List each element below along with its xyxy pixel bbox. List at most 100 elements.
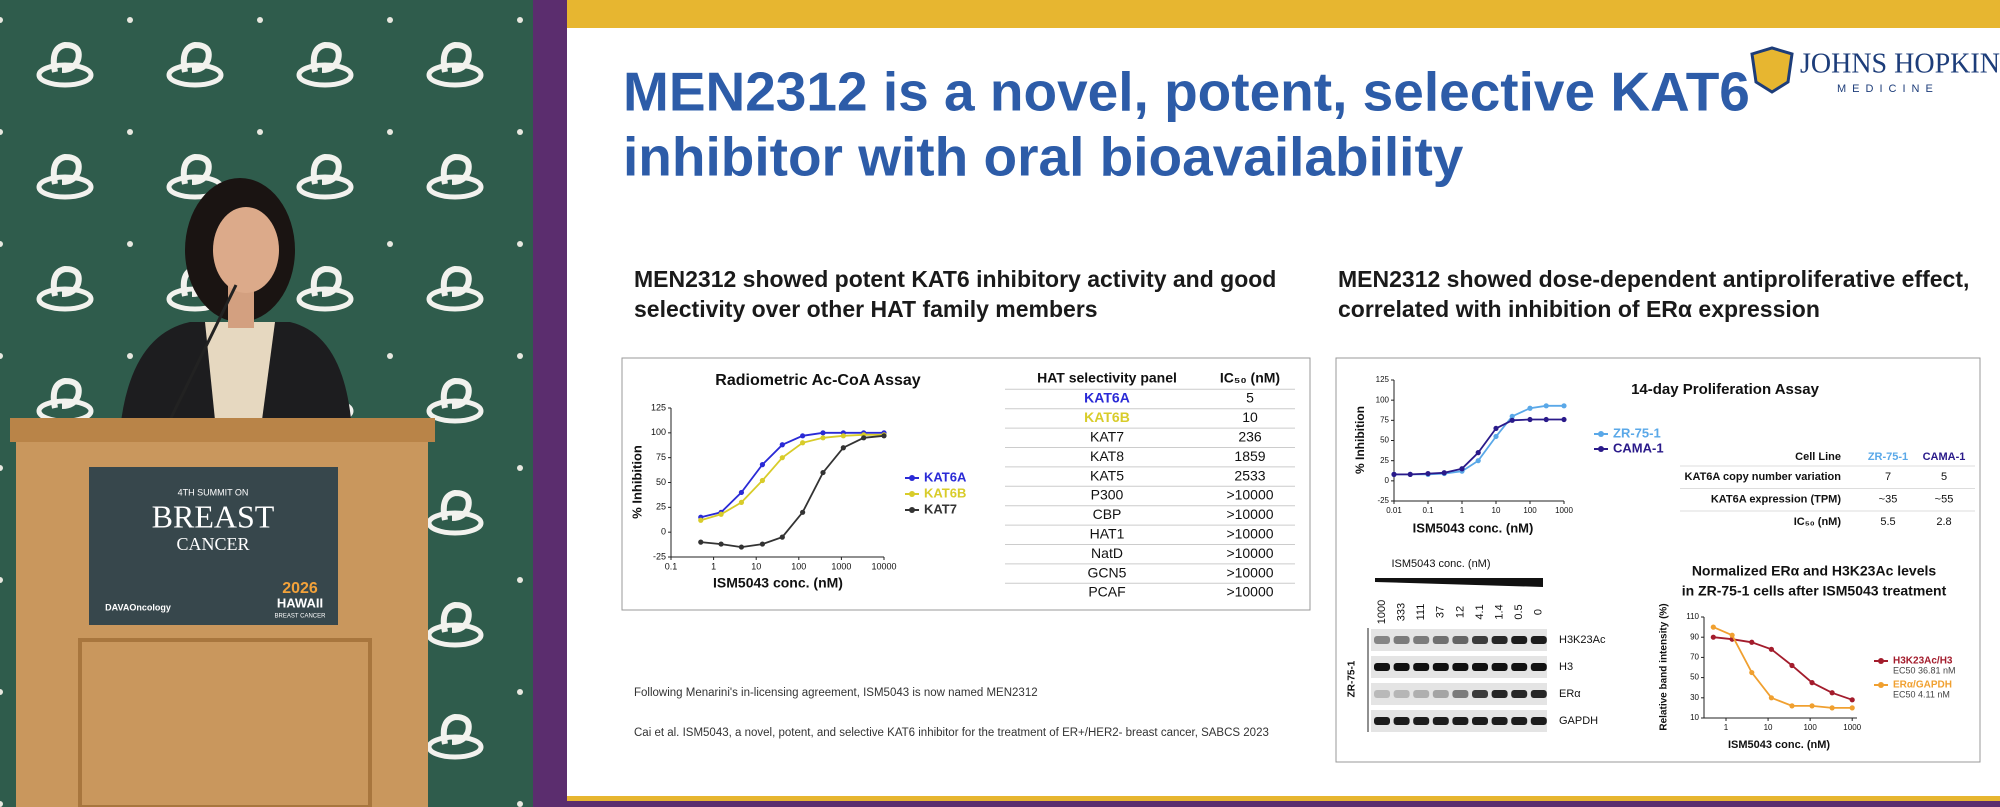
data-point bbox=[1829, 690, 1835, 696]
table-header: CAMA-1 bbox=[1923, 451, 1966, 463]
table-cell: >10000 bbox=[1226, 506, 1273, 522]
podium-top bbox=[10, 418, 435, 442]
table-header: HAT selectivity panel bbox=[1037, 370, 1177, 386]
data-point bbox=[1849, 705, 1855, 711]
x-tick-label: 10 bbox=[1492, 506, 1501, 515]
y-tick-label: 125 bbox=[651, 402, 666, 412]
blot-band bbox=[1432, 717, 1449, 725]
blot-band bbox=[1452, 690, 1469, 698]
data-point bbox=[881, 433, 887, 439]
data-point bbox=[1509, 413, 1515, 419]
y-tick-label: 25 bbox=[656, 502, 666, 512]
legend-marker bbox=[909, 475, 915, 481]
data-point bbox=[759, 541, 766, 547]
blot-band bbox=[1413, 717, 1430, 725]
y-tick-label: 50 bbox=[1690, 673, 1699, 682]
series-line bbox=[700, 431, 884, 519]
data-point bbox=[1768, 695, 1774, 701]
data-point bbox=[759, 462, 766, 468]
data-point bbox=[1749, 639, 1755, 645]
section-heading: correlated with inhibition of ERα expres… bbox=[1338, 296, 1820, 322]
x-axis-label: ISM5043 conc. (nM) bbox=[1413, 520, 1534, 535]
table-cell: P300 bbox=[1091, 487, 1124, 503]
table-cell: KAT7 bbox=[1090, 429, 1124, 445]
x-tick-label: 100 bbox=[1523, 506, 1537, 515]
blot-band bbox=[1452, 717, 1469, 725]
x-axis-label: ISM5043 conc. (nM) bbox=[1728, 739, 1830, 751]
legend-note: EC50 4.11 nM bbox=[1893, 689, 1950, 699]
table-cell: 10 bbox=[1242, 409, 1258, 425]
logo-sub: MEDICINE bbox=[1837, 83, 1939, 95]
data-point bbox=[1829, 705, 1835, 711]
table-cell: ~55 bbox=[1935, 493, 1954, 505]
data-point bbox=[1543, 416, 1549, 423]
table-cell: 2.8 bbox=[1936, 516, 1951, 528]
blot-band bbox=[1374, 663, 1390, 671]
legend-marker bbox=[1598, 446, 1604, 452]
blot-band bbox=[1530, 717, 1547, 725]
table-cell: >10000 bbox=[1226, 526, 1273, 542]
table-cell: >10000 bbox=[1226, 584, 1273, 600]
data-point bbox=[800, 509, 806, 515]
legend-label: ZR-75-1 bbox=[1613, 425, 1661, 440]
data-point bbox=[1710, 624, 1716, 630]
face bbox=[213, 207, 279, 293]
table-cell: 5 bbox=[1246, 390, 1254, 406]
data-point bbox=[1543, 403, 1549, 409]
legend-label: KAT7 bbox=[924, 501, 957, 516]
lane-label: 0 bbox=[1533, 609, 1545, 615]
logo-shield bbox=[1750, 46, 1794, 94]
data-point bbox=[1493, 433, 1499, 440]
table-cell: ~35 bbox=[1879, 493, 1898, 505]
chart-title: Normalized ERα and H3K23Ac levels bbox=[1692, 563, 1937, 579]
x-tick-label: 0.01 bbox=[1386, 506, 1402, 515]
data-point bbox=[1391, 471, 1397, 477]
lane-label: 111 bbox=[1415, 604, 1427, 621]
cell-line-label: ZR-75-1 bbox=[1347, 660, 1358, 697]
data-point bbox=[1768, 646, 1774, 652]
table-cell: 236 bbox=[1238, 429, 1262, 445]
y-axis-label: % Inhibition bbox=[1353, 406, 1367, 474]
table-cell: IC₅₀ (nM) bbox=[1794, 516, 1842, 528]
x-tick-label: 0.1 bbox=[665, 561, 678, 571]
data-point bbox=[820, 430, 826, 436]
table-cell: >10000 bbox=[1226, 545, 1273, 561]
panel-frame bbox=[1335, 357, 1981, 763]
data-point bbox=[1710, 634, 1716, 640]
table-cell: CBP bbox=[1093, 506, 1122, 522]
table-cell: >10000 bbox=[1226, 487, 1273, 503]
y-tick-label: 100 bbox=[1376, 395, 1390, 404]
data-point bbox=[1849, 697, 1855, 703]
video: 4TH SUMMIT ON BREAST CANCER DAVAOncology… bbox=[0, 0, 533, 807]
sign-text: BREAST bbox=[152, 498, 275, 534]
blot-band bbox=[1511, 636, 1528, 644]
band-label: GAPDH bbox=[1559, 715, 1598, 727]
table-cell: 5.5 bbox=[1880, 516, 1895, 528]
y-tick-label: 100 bbox=[651, 427, 666, 437]
data-point bbox=[1561, 416, 1567, 423]
chart-title: Radiometric Ac-CoA Assay bbox=[715, 372, 920, 389]
x-axis-label: ISM5043 conc. (nM) bbox=[713, 575, 843, 591]
table-header: ZR-75-1 bbox=[1868, 451, 1908, 463]
data-point bbox=[840, 433, 846, 439]
y-tick-label: -25 bbox=[1377, 496, 1389, 505]
y-axis-label: Relative band intensity (%) bbox=[1659, 603, 1670, 730]
sign-text: CANCER bbox=[176, 534, 249, 554]
x-tick-label: 100 bbox=[791, 561, 806, 571]
section-heading: MEN2312 showed dose-dependent antiprolif… bbox=[1338, 266, 1969, 292]
blot-band bbox=[1452, 636, 1469, 644]
y-tick-label: 0 bbox=[1385, 476, 1390, 485]
table-cell: 5 bbox=[1941, 471, 1947, 483]
y-tick-label: 0 bbox=[661, 527, 666, 537]
y-tick-label: 30 bbox=[1690, 693, 1699, 702]
data-point bbox=[861, 435, 867, 441]
section-heading: MEN2312 showed potent KAT6 inhibitory ac… bbox=[634, 266, 1276, 292]
x-tick-label: 1000 bbox=[831, 561, 851, 571]
series-line bbox=[700, 434, 885, 549]
blot-band bbox=[1472, 717, 1488, 725]
lane-label: 0.5 bbox=[1513, 604, 1525, 619]
sign-text: DAVAOncology bbox=[105, 602, 171, 612]
blot-band bbox=[1393, 636, 1410, 644]
legend-label: KAT6A bbox=[924, 469, 967, 484]
blot-title: ISM5043 conc. (nM) bbox=[1391, 558, 1490, 570]
